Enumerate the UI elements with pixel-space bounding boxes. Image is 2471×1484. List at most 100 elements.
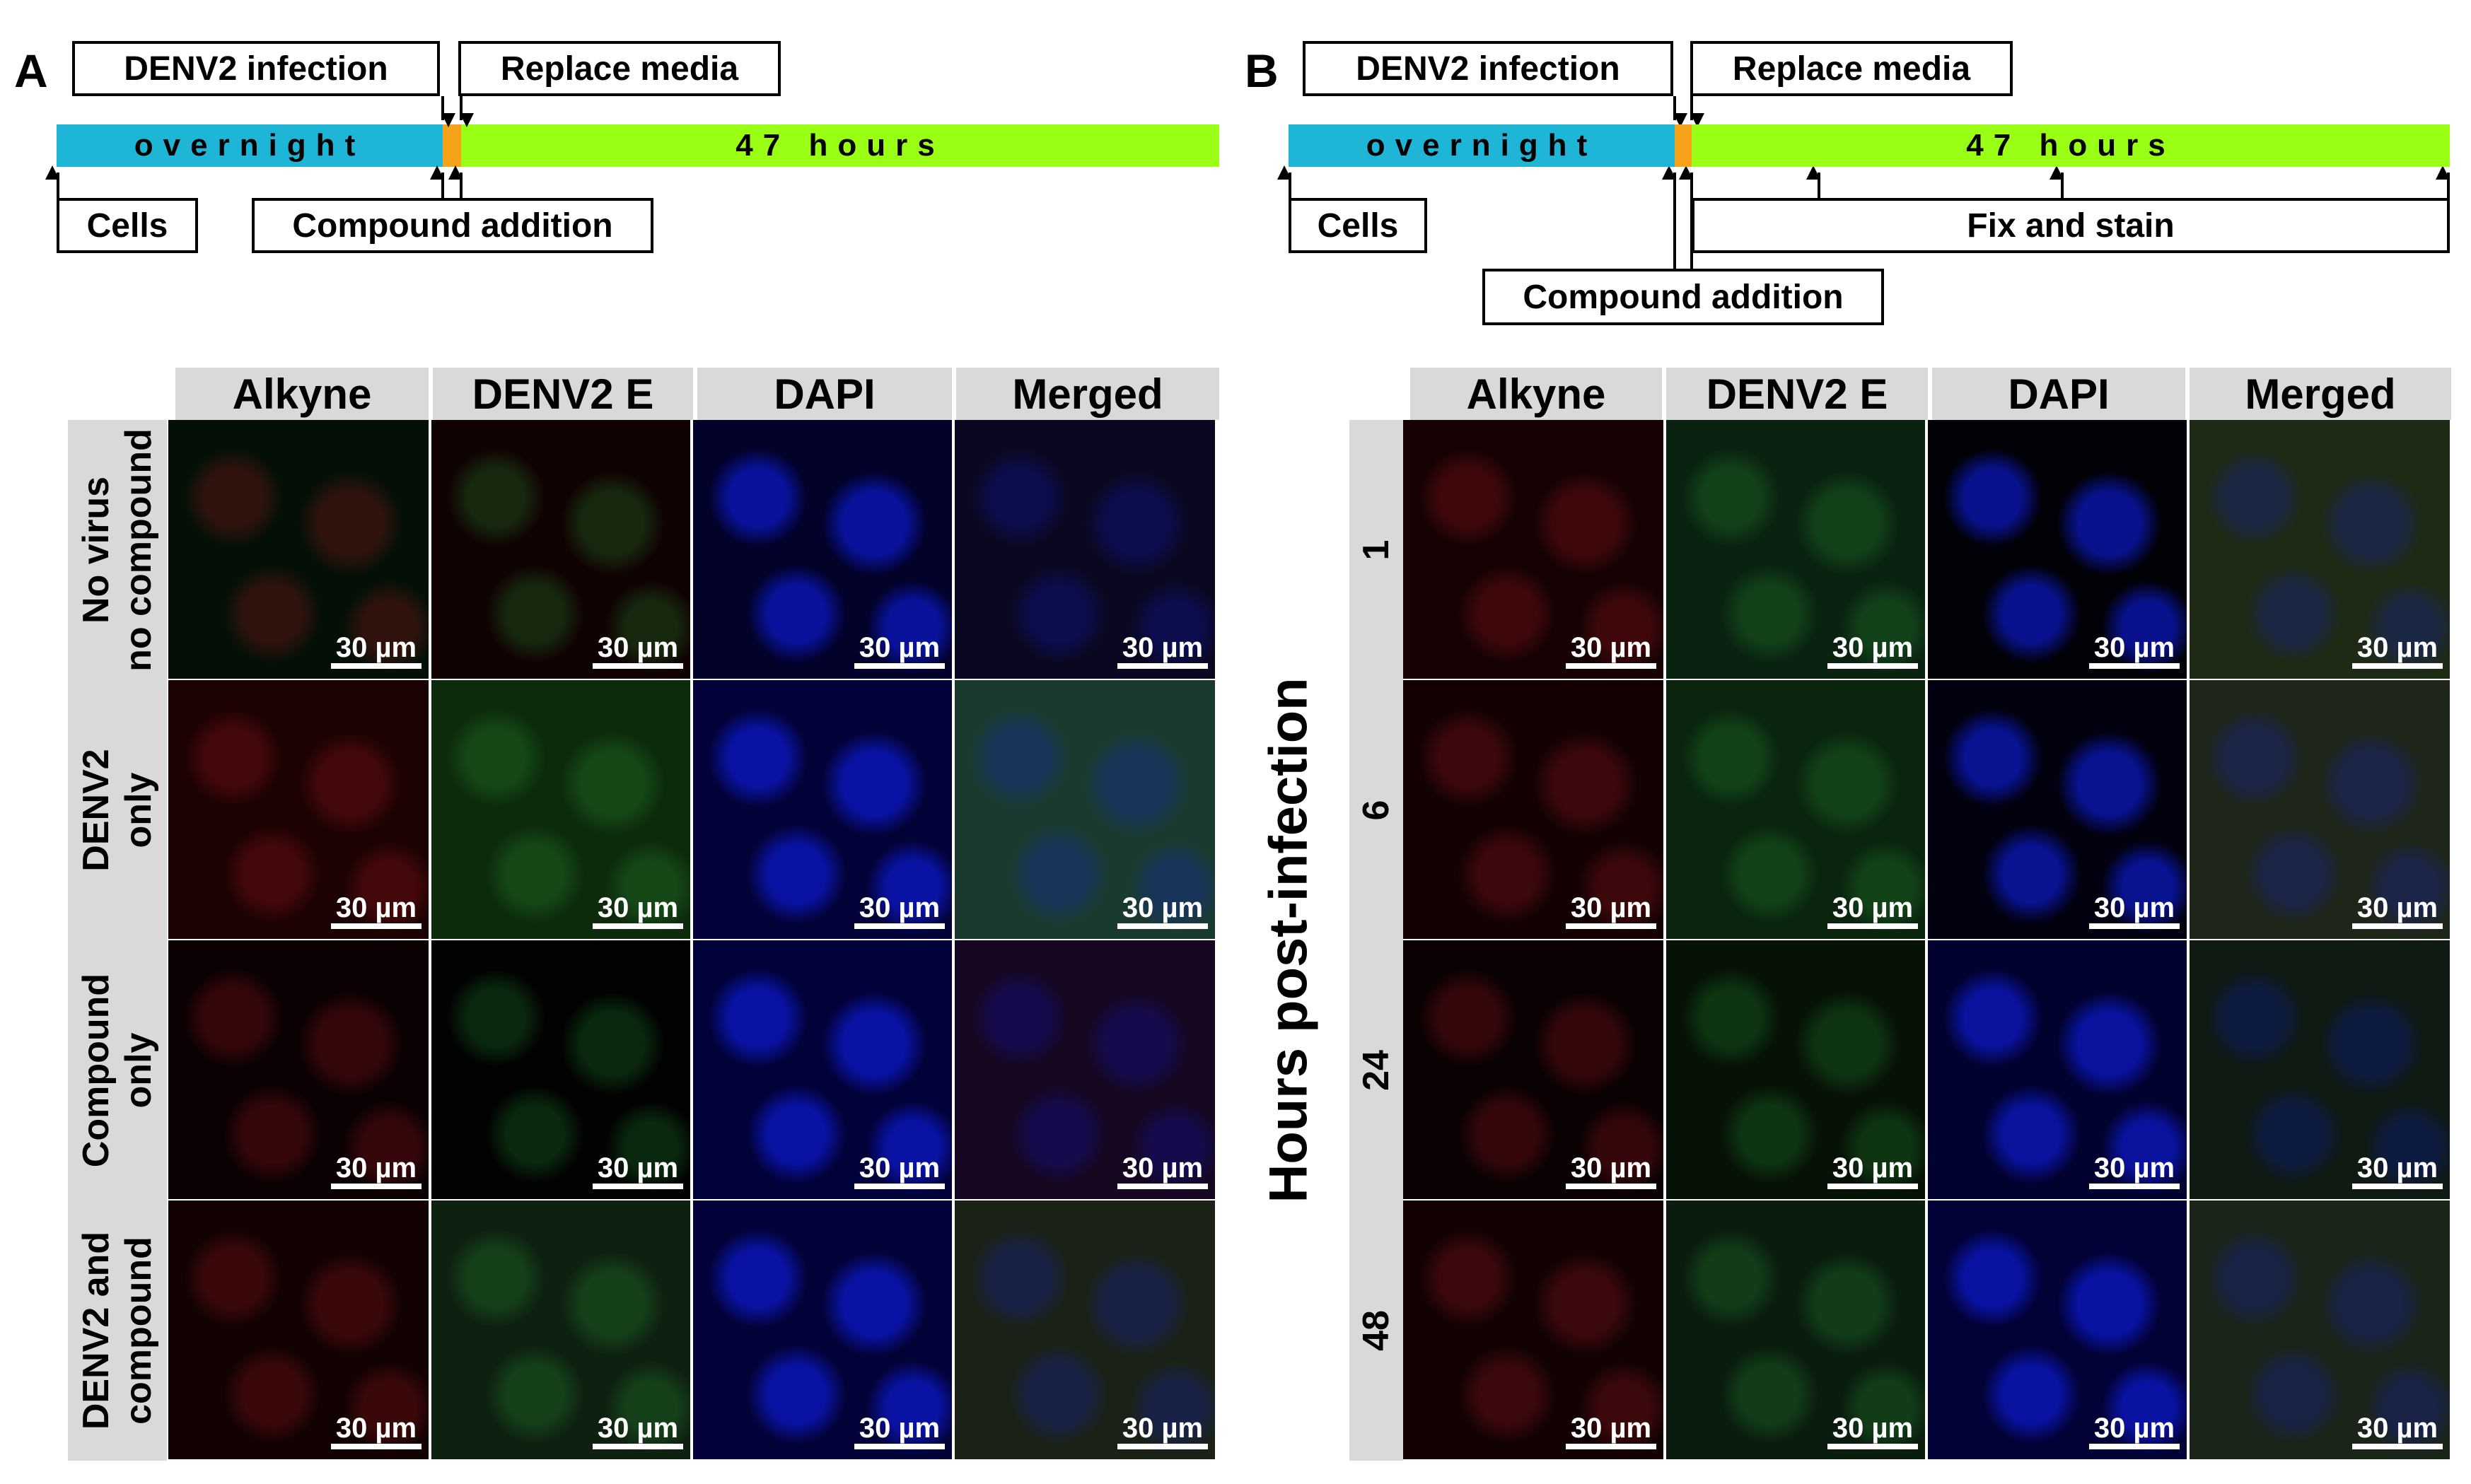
scale-bar: 30 µm: [2352, 632, 2443, 669]
micrograph-dapi: 30 µm: [1928, 1200, 2187, 1459]
scale-bar-line: [1117, 1184, 1208, 1189]
scale-bar-label: 30 µm: [597, 632, 679, 663]
replace-media-label-a: Replace media: [458, 41, 781, 96]
scale-bar-line: [1566, 1444, 1656, 1449]
denv2-infection-label-a: DENV2 infection: [72, 41, 440, 96]
scale-bar-label: 30 µm: [2356, 1413, 2438, 1444]
cells-label-b: Cells: [1289, 198, 1427, 253]
scale-bar-line: [1827, 923, 1918, 929]
scale-bar-label: 30 µm: [1832, 892, 1914, 923]
cells-label-a: Cells: [57, 198, 198, 253]
micrograph-denv2e: 30 µm: [431, 680, 690, 939]
scale-bar: 30 µm: [331, 1152, 421, 1189]
scale-bar: 30 µm: [2352, 1413, 2443, 1449]
micrograph-merged: 30 µm: [955, 420, 1215, 679]
micrograph-merged: 30 µm: [2190, 1200, 2450, 1459]
scale-bar-line: [593, 1184, 683, 1189]
scale-bar-label: 30 µm: [1570, 892, 1652, 923]
scale-bar-label: 30 µm: [2093, 1413, 2175, 1444]
scale-bar-label: 30 µm: [859, 632, 941, 663]
micrograph-merged: 30 µm: [955, 940, 1215, 1199]
scale-bar-line: [1827, 1184, 1918, 1189]
scale-bar-line: [593, 1444, 683, 1449]
micrograph-denv2e: 30 µm: [431, 940, 690, 1199]
scale-bar-label: 30 µm: [2356, 632, 2438, 663]
scale-bar-line: [2089, 1444, 2180, 1449]
micrograph-dapi: 30 µm: [693, 420, 952, 679]
scale-bar-line: [1566, 663, 1656, 669]
scale-bar-line: [2089, 1184, 2180, 1189]
micrograph-alkyne: 30 µm: [1403, 1200, 1663, 1459]
scale-bar-line: [854, 1444, 945, 1449]
scale-bar-label: 30 µm: [1570, 632, 1652, 663]
denv2-infection-label-b: DENV2 infection: [1303, 41, 1673, 96]
scale-bar-label: 30 µm: [335, 632, 417, 663]
scale-bar-label: 30 µm: [2093, 1152, 2175, 1184]
micrograph-dapi: 30 µm: [1928, 420, 2187, 679]
fix-and-stain-label-b: Fix and stain: [1692, 198, 2450, 253]
micrograph-denv2e: 30 µm: [1666, 940, 1925, 1199]
scale-bar-line: [854, 1184, 945, 1189]
row-header-48h-b: 48: [1349, 1200, 1403, 1461]
scale-bar-line: [2089, 923, 2180, 929]
micrograph-merged: 30 µm: [2190, 940, 2450, 1199]
micrograph-dapi: 30 µm: [693, 940, 952, 1199]
scale-bar-line: [331, 663, 421, 669]
micrograph-merged: 30 µm: [955, 680, 1215, 939]
col-header-denv2e-a: DENV2 E: [433, 368, 693, 420]
scale-bar-line: [854, 923, 945, 929]
replace-media-label-b: Replace media: [1690, 41, 2013, 96]
scale-bar-line: [1827, 1444, 1918, 1449]
micrograph-alkyne: 30 µm: [1403, 940, 1663, 1199]
scale-bar: 30 µm: [2089, 1413, 2180, 1449]
panel-a-letter: A: [14, 45, 48, 97]
scale-bar: 30 µm: [2089, 1152, 2180, 1189]
micrograph-denv2e: 30 µm: [431, 1200, 690, 1459]
row-header-denv2-only-a: DENV2 only: [68, 680, 167, 940]
micrograph-alkyne: 30 µm: [168, 940, 429, 1199]
scale-bar-line: [2089, 663, 2180, 669]
scale-bar: 30 µm: [593, 1413, 683, 1449]
scale-bar: 30 µm: [854, 632, 945, 669]
scale-bar-label: 30 µm: [2356, 1152, 2438, 1184]
timeline-bar-overnight-a: overnight: [57, 124, 443, 167]
scale-bar: 30 µm: [2352, 1152, 2443, 1189]
scale-bar: 30 µm: [593, 892, 683, 929]
scale-bar-label: 30 µm: [335, 1152, 417, 1184]
scale-bar: 30 µm: [854, 892, 945, 929]
scale-bar-label: 30 µm: [2093, 892, 2175, 923]
timeline-bar-media-change-a: [443, 124, 461, 167]
micrograph-merged: 30 µm: [2190, 420, 2450, 679]
scale-bar: 30 µm: [1566, 632, 1656, 669]
col-header-alkyne-a: Alkyne: [175, 368, 429, 420]
micrograph-denv2e: 30 µm: [1666, 420, 1925, 679]
scale-bar: 30 µm: [331, 632, 421, 669]
col-header-dapi-a: DAPI: [697, 368, 952, 420]
timeline-bar-overnight-b: overnight: [1289, 124, 1675, 167]
scale-bar-label: 30 µm: [597, 1152, 679, 1184]
scale-bar-line: [331, 1444, 421, 1449]
scale-bar-line: [854, 663, 945, 669]
micrograph-denv2e: 30 µm: [431, 420, 690, 679]
col-header-dapi-b: DAPI: [1932, 368, 2185, 420]
scale-bar-label: 30 µm: [1570, 1152, 1652, 1184]
scale-bar-line: [1117, 1444, 1208, 1449]
scale-bar: 30 µm: [2352, 892, 2443, 929]
micrograph-denv2e: 30 µm: [1666, 1200, 1925, 1459]
scale-bar-label: 30 µm: [1122, 1152, 1204, 1184]
hours-post-infection-axis-label: Hours post-infection: [1258, 677, 1319, 1203]
compound-addition-label-b: Compound addition: [1482, 269, 1884, 325]
scale-bar: 30 µm: [593, 1152, 683, 1189]
scale-bar: 30 µm: [1827, 1413, 1918, 1449]
col-header-merged-b: Merged: [2190, 368, 2451, 420]
scale-bar-line: [331, 923, 421, 929]
scale-bar-line: [1566, 923, 1656, 929]
scale-bar-label: 30 µm: [859, 892, 941, 923]
scale-bar-line: [1827, 663, 1918, 669]
col-header-denv2e-b: DENV2 E: [1666, 368, 1928, 420]
compound-addition-label-a: Compound addition: [252, 198, 653, 253]
scale-bar-label: 30 µm: [1570, 1413, 1652, 1444]
row-header-1h-b: 1: [1349, 420, 1403, 680]
row-header-denv2-and-compound-a: DENV2 and compound: [68, 1200, 167, 1461]
scale-bar-label: 30 µm: [2093, 632, 2175, 663]
